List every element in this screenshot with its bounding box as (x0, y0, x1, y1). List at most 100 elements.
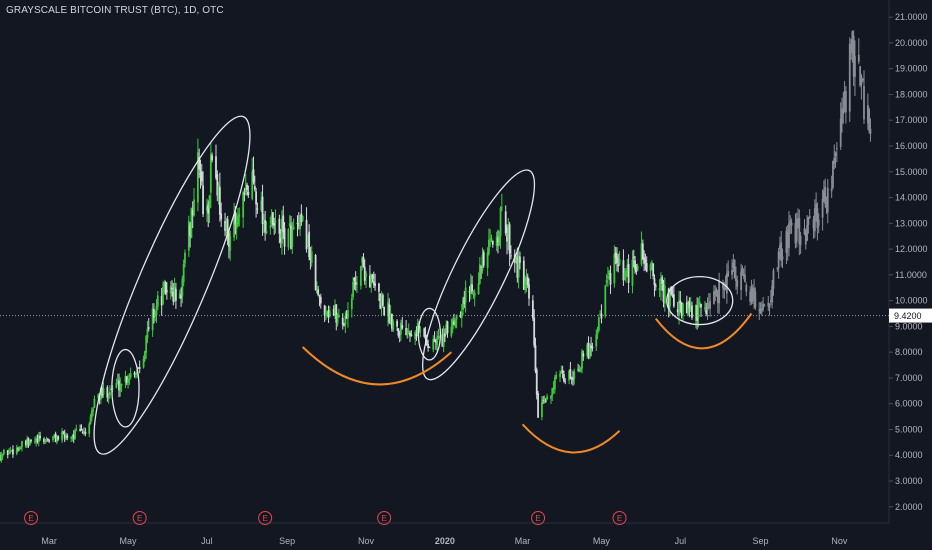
candle (736, 275, 739, 295)
candle (334, 299, 336, 319)
price-axis: 2.0000 3.0000 4.0000 5.0000 6.0000 7.0000 8.00… (888, 0, 928, 523)
candle (243, 187, 246, 202)
annotation-ellipse[interactable] (417, 307, 442, 361)
candle (12, 445, 14, 458)
candle (517, 248, 520, 289)
candle (772, 268, 775, 296)
candle (844, 85, 847, 124)
earnings-marker[interactable]: E (377, 511, 392, 525)
candle (869, 118, 872, 142)
candle (432, 335, 435, 353)
candle (274, 209, 277, 234)
earnings-marker[interactable]: E (132, 511, 147, 525)
candle (147, 318, 150, 332)
price-tick-label: 14.0000 (895, 193, 928, 203)
candle (808, 208, 811, 219)
candle (75, 424, 78, 432)
candle (451, 317, 454, 334)
candle (597, 314, 600, 332)
candle (171, 280, 173, 297)
candle (506, 224, 508, 255)
candle (687, 300, 689, 316)
price-tick-label: 5.0000 (895, 424, 923, 434)
candle (193, 188, 195, 217)
candle (401, 317, 404, 330)
earnings-marker[interactable]: E (258, 511, 273, 525)
candle (582, 350, 585, 361)
candle (379, 293, 382, 310)
candle (750, 279, 753, 305)
candle (63, 429, 66, 443)
candle (724, 275, 727, 291)
candle (758, 302, 761, 321)
candle (552, 380, 555, 394)
candle (652, 263, 655, 280)
earnings-marker[interactable]: E (531, 511, 546, 525)
annotation-ellipse[interactable] (111, 348, 140, 428)
annotation-ellipse[interactable] (70, 104, 275, 467)
candle (509, 245, 512, 260)
earnings-marker[interactable]: E (612, 511, 627, 525)
candle (28, 439, 31, 446)
candle (679, 291, 682, 313)
candle (507, 217, 510, 251)
candle (206, 198, 208, 222)
candle (608, 269, 611, 280)
candle (754, 287, 757, 310)
candle (317, 285, 320, 297)
candle (762, 296, 765, 312)
candle (299, 214, 301, 236)
candle (749, 286, 752, 306)
candle (804, 229, 807, 250)
candle (1, 453, 4, 460)
candle (568, 369, 570, 385)
candle (65, 432, 67, 441)
candle (220, 202, 223, 227)
candle (211, 152, 214, 163)
annotation-arc[interactable] (521, 423, 621, 454)
candle (578, 365, 581, 373)
annotation-ellipse[interactable] (404, 159, 552, 390)
candle (463, 290, 466, 309)
candle (614, 246, 617, 265)
candle (436, 330, 439, 354)
candle (350, 293, 353, 318)
annotation-arc[interactable] (654, 312, 753, 350)
time-tick-label: Nov (358, 536, 375, 546)
candle (362, 253, 365, 268)
annotation-ellipse[interactable] (666, 276, 734, 326)
candle (495, 231, 498, 252)
candle (662, 279, 665, 308)
candle (700, 303, 702, 317)
annotation-arc[interactable] (301, 346, 453, 386)
candle (697, 297, 700, 328)
candle (658, 279, 661, 298)
candle (477, 272, 480, 295)
candle (623, 268, 626, 281)
earnings-marker[interactable]: E (24, 511, 39, 525)
candle (691, 301, 693, 320)
price-tick-label: 20.0000 (895, 38, 928, 48)
candle (261, 184, 264, 236)
candle (644, 253, 647, 271)
candle (753, 279, 755, 310)
candle (780, 230, 783, 267)
candle (660, 272, 662, 301)
candle (843, 81, 846, 113)
candle (129, 367, 132, 380)
earnings-marker-label: E (535, 514, 540, 523)
price-tick-label: 18.0000 (895, 89, 928, 99)
candle (427, 339, 430, 352)
candle (173, 277, 176, 303)
candle (305, 207, 308, 253)
candle (776, 267, 779, 272)
candle (469, 273, 472, 300)
candle (806, 215, 808, 242)
candle (544, 398, 547, 404)
candle (635, 264, 638, 275)
candle (137, 367, 140, 369)
candle (178, 289, 181, 300)
price-tick-label: 3.0000 (895, 476, 923, 486)
candle (769, 290, 772, 306)
